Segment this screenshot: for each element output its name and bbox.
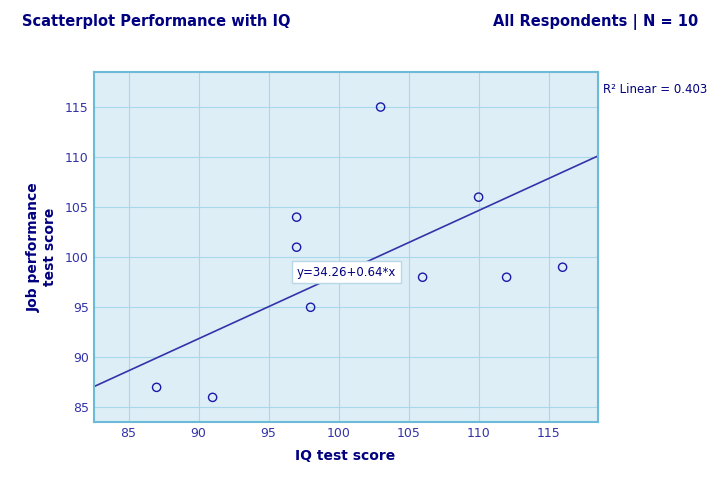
Y-axis label: Job performance
test score: Job performance test score	[27, 182, 57, 312]
Point	[557, 264, 568, 271]
Text: y=34.26+0.64*x: y=34.26+0.64*x	[297, 266, 396, 279]
Point	[375, 103, 387, 111]
Point	[501, 274, 513, 281]
Point	[207, 394, 218, 401]
Text: All Respondents | N = 10: All Respondents | N = 10	[493, 14, 698, 30]
Text: R² Linear = 0.403: R² Linear = 0.403	[603, 83, 707, 96]
Point	[305, 303, 316, 311]
Point	[417, 274, 428, 281]
Point	[473, 193, 485, 201]
Point	[291, 213, 302, 221]
X-axis label: IQ test score: IQ test score	[295, 449, 396, 463]
Text: Scatterplot Performance with IQ: Scatterplot Performance with IQ	[22, 14, 290, 29]
Point	[150, 384, 162, 391]
Point	[291, 243, 302, 251]
